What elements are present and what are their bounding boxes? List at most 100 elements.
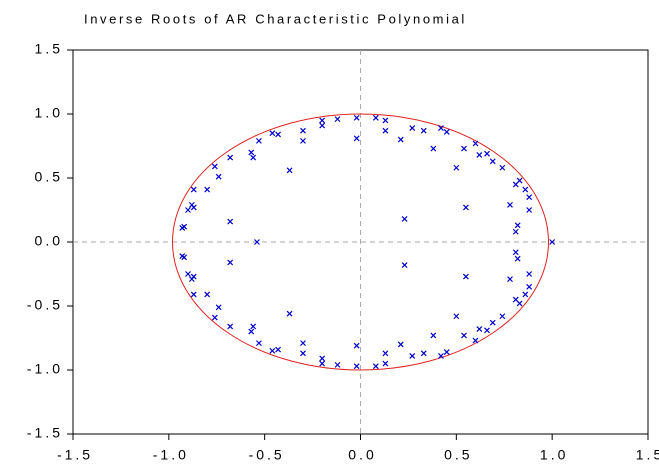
- root-marker: [512, 249, 519, 256]
- root-marker: [250, 154, 257, 161]
- root-marker: [526, 283, 533, 290]
- root-marker: [319, 355, 326, 362]
- root-marker: [190, 204, 197, 211]
- y-tick-label: 0.5: [35, 169, 63, 185]
- root-marker: [269, 130, 276, 137]
- root-marker: [443, 349, 450, 356]
- root-marker: [526, 194, 533, 201]
- root-marker: [522, 186, 529, 193]
- root-marker: [372, 114, 379, 121]
- root-marker: [522, 291, 529, 298]
- root-marker: [453, 313, 460, 320]
- root-marker: [204, 291, 211, 298]
- root-marker: [401, 262, 408, 268]
- root-marker: [476, 152, 483, 158]
- unit-circle: [172, 113, 549, 371]
- root-marker: [484, 327, 490, 334]
- root-marker: [185, 207, 191, 213]
- root-marker: [334, 361, 341, 368]
- root-marker: [489, 158, 496, 165]
- y-tick-label: 1.0: [35, 105, 63, 121]
- root-marker: [472, 337, 479, 344]
- x-tick-label: -0.5: [249, 447, 285, 463]
- root-marker: [300, 340, 306, 347]
- root-marker: [334, 116, 341, 123]
- root-marker: [300, 350, 306, 357]
- root-marker: [382, 350, 389, 357]
- root-marker: [409, 352, 416, 359]
- root-marker: [300, 137, 306, 144]
- y-tick-label: -1.0: [27, 361, 63, 377]
- root-marker: [549, 239, 556, 245]
- root-marker: [211, 163, 218, 170]
- root-marker: [438, 125, 444, 132]
- root-marker: [514, 222, 521, 229]
- x-tick-label: -1.0: [153, 447, 189, 463]
- root-marker: [382, 360, 389, 367]
- chart-title: Inverse Roots of AR Characteristic Polyn…: [84, 11, 467, 26]
- root-marker: [499, 313, 506, 320]
- root-marker: [489, 319, 496, 326]
- y-tick-label: -0.5: [27, 297, 63, 313]
- root-marker: [255, 137, 262, 144]
- root-marker: [353, 114, 360, 121]
- root-marker: [227, 154, 234, 161]
- root-marker: [181, 254, 188, 261]
- root-marker: [300, 127, 306, 134]
- root-marker: [472, 140, 479, 147]
- root-marker: [275, 131, 282, 138]
- root-marker: [397, 136, 404, 143]
- x-tick-label: -1.5: [57, 447, 93, 463]
- root-marker: [516, 177, 523, 184]
- root-marker: [514, 255, 521, 262]
- root-marker: [190, 291, 197, 298]
- root-marker: [516, 300, 523, 307]
- root-marker: [275, 346, 282, 353]
- root-marker: [420, 127, 427, 134]
- root-marker: [507, 276, 513, 283]
- root-marker: [227, 218, 234, 225]
- x-tick-label: 0.5: [444, 447, 472, 463]
- root-marker: [248, 328, 255, 335]
- root-marker: [462, 273, 469, 280]
- root-marker: [409, 125, 416, 132]
- x-tick-label: 0.0: [348, 447, 376, 463]
- root-marker: [255, 340, 262, 347]
- root-marker: [453, 164, 460, 171]
- root-marker: [526, 271, 533, 277]
- root-marker: [190, 273, 197, 280]
- root-marker: [484, 150, 490, 157]
- root-marker: [526, 207, 533, 213]
- root-marker: [443, 128, 450, 135]
- y-tick-label: 0.0: [35, 233, 63, 249]
- root-marker: [476, 326, 483, 332]
- root-marker: [211, 314, 218, 321]
- root-marker: [462, 204, 469, 211]
- root-marker: [461, 145, 467, 152]
- root-marker: [215, 304, 222, 311]
- root-marker: [286, 167, 293, 174]
- root-marker: [382, 117, 389, 124]
- root-marker: [227, 323, 234, 330]
- root-marker: [499, 164, 506, 171]
- root-marker: [420, 350, 427, 357]
- y-tick-label: -1.5: [27, 425, 63, 441]
- root-marker: [353, 135, 360, 142]
- x-tick-label: 1.0: [540, 447, 568, 463]
- root-marker: [319, 122, 326, 129]
- root-marker: [512, 228, 519, 235]
- root-marker: [430, 145, 437, 152]
- root-marker: [254, 239, 260, 245]
- root-marker: [507, 201, 513, 208]
- root-marker: [269, 347, 276, 354]
- root-marker: [372, 363, 379, 370]
- root-marker: [227, 259, 234, 266]
- y-tick-label: 1.5: [35, 41, 63, 57]
- root-marker: [185, 271, 191, 277]
- root-marker: [430, 332, 437, 339]
- root-marker: [248, 149, 255, 156]
- root-marker: [319, 117, 326, 124]
- root-marker: [319, 360, 326, 367]
- root-marker: [181, 223, 188, 230]
